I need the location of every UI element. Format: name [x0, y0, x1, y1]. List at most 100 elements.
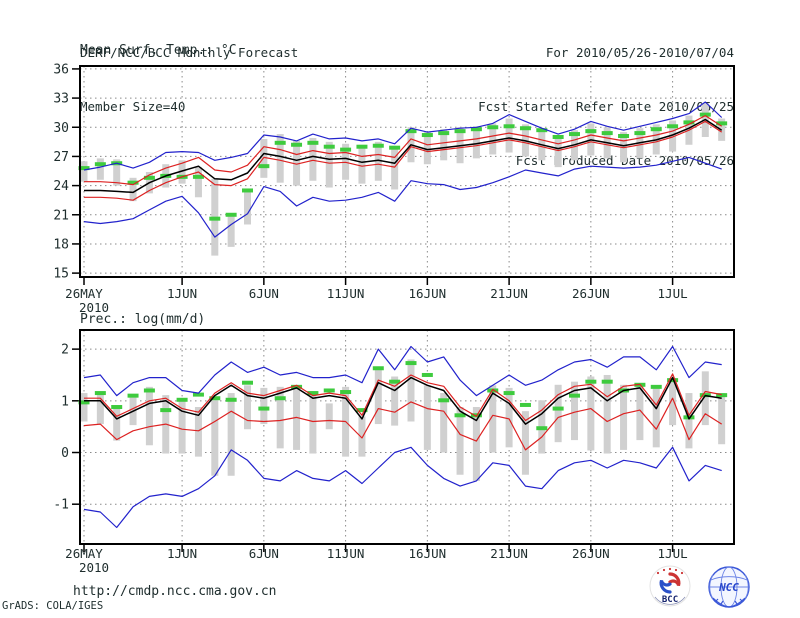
x-tick-label: 11JUN [327, 546, 365, 561]
observation-dashes [78, 361, 728, 431]
grads-credit: GrADS: COLA/IGES [2, 600, 104, 612]
x-tick-label: 26JUN [572, 286, 610, 301]
spread-bar [96, 158, 104, 180]
spread-bar [276, 134, 284, 183]
spread-bar [244, 385, 251, 430]
x-tick-label: 21JUN [490, 286, 528, 301]
spread-bar [456, 407, 464, 475]
source-url: http://cmdp.ncc.cma.gov.cn [73, 584, 277, 599]
spread-bar [96, 393, 104, 425]
chart-frame [79, 329, 735, 545]
ensemble-min-line [83, 446, 722, 529]
chart-frame [79, 65, 735, 278]
spread-bar [358, 416, 366, 457]
y-tick-label: 15 [53, 267, 69, 282]
spread-bar [391, 147, 399, 190]
mean-minus-std-line [83, 397, 723, 451]
member-size-label: Member Size=40 [80, 99, 186, 114]
spread-bars [80, 102, 726, 256]
spread-bar [423, 132, 431, 165]
y-tick-label: 27 [53, 150, 69, 165]
spread-bar [505, 387, 513, 448]
spread-bar [260, 387, 268, 425]
spread-bar [129, 177, 137, 202]
bcc-logo: BCC [649, 565, 691, 607]
spread-bar [489, 123, 497, 155]
spread-bar [440, 393, 448, 453]
spread-bar [587, 376, 595, 451]
logo-area: BCC NCC [645, 564, 757, 612]
y-tick-label: 0 [61, 446, 69, 461]
x-tick-label: 6JUN [249, 546, 279, 561]
bcc-swirl-red [668, 572, 681, 587]
x-tick-label: 6JUN [249, 286, 279, 301]
spread-bar [293, 140, 301, 186]
spread-bar [113, 407, 121, 441]
x-year-label: 2010 [79, 300, 109, 315]
spread-bar [276, 386, 284, 449]
spread-bar [423, 385, 431, 450]
spread-bar [80, 161, 88, 182]
x-tick-label: 26MAY [65, 546, 103, 561]
spread-bar [374, 368, 382, 425]
spread-bar [505, 118, 513, 153]
y-tick-label: 1 [61, 394, 69, 409]
spread-bar [194, 407, 202, 457]
x-tick-label: 26MAY [65, 286, 103, 301]
spread-bar [211, 400, 219, 476]
ensemble-mean-line [84, 376, 722, 425]
x-tick-label: 16JUN [409, 546, 447, 561]
spread-bar [227, 393, 235, 476]
spread-bar [440, 129, 448, 161]
chart-title: Mean Surf. Temp.: °C [80, 43, 237, 58]
x-tick-label: 21JUN [490, 546, 528, 561]
x-tick-label: 1JUL [658, 546, 688, 561]
y-tick-label: 2 [61, 343, 69, 358]
x-tick-label: 26JUN [572, 546, 610, 561]
spread-bar [521, 411, 529, 475]
spread-bar [554, 384, 562, 443]
spread-bar [145, 386, 153, 446]
x-tick-label: 16JUN [409, 286, 447, 301]
y-tick-label: 21 [53, 208, 69, 223]
spread-bar [636, 385, 644, 441]
spread-bar [194, 167, 202, 198]
spread-bar [309, 393, 317, 454]
ensemble-mean-line [84, 118, 723, 194]
mean-plus-std-line [84, 373, 722, 422]
spread-bar [244, 190, 251, 225]
spread-bar [391, 376, 399, 426]
ensemble-max-line [83, 101, 723, 171]
page-title: DERF/NCC/BCC Monthly Forecast [80, 45, 299, 60]
spread-bar [489, 385, 497, 453]
spread-bar [718, 393, 726, 445]
bcc-logo-text: BCC [662, 595, 678, 605]
y-tick-label: 33 [53, 92, 69, 107]
spread-bar [178, 400, 186, 454]
spread-bars [80, 359, 726, 481]
spread-bar [407, 359, 415, 422]
header-left: DERF/NCC/BCC Monthly Forecast Member Siz… [80, 8, 298, 152]
y-tick-label: 36 [53, 62, 69, 77]
spread-bar [701, 371, 709, 426]
spread-bar [669, 378, 677, 426]
spread-bar [652, 387, 660, 448]
spread-bar [309, 137, 317, 181]
ncc-laurel [712, 597, 746, 608]
bcc-top-arc-marks [656, 567, 684, 575]
spread-bar [472, 407, 480, 481]
spread-bar [620, 384, 628, 450]
spread-bar [472, 126, 480, 159]
mean-plus-std-line [84, 114, 723, 186]
y-tick-label: 24 [53, 179, 69, 194]
bcc-swirl-blue [659, 579, 672, 594]
x-year-label: 2010 [79, 560, 109, 575]
spread-bar [178, 160, 186, 184]
ncc-logo: NCC [708, 566, 750, 608]
spread-bar [669, 120, 677, 152]
x-tick-label: 1JUN [167, 286, 197, 301]
y-tick-label: 18 [53, 237, 69, 252]
ncc-logo-text: NCC [718, 581, 739, 594]
forecast-period-label: For 2010/05/26-2010/07/04 [545, 45, 734, 60]
